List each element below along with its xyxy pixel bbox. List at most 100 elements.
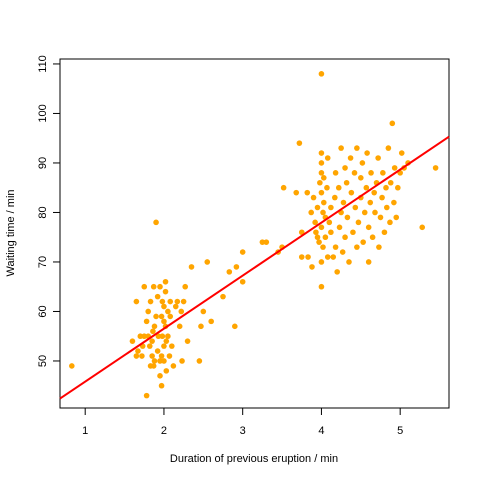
data-point <box>161 358 167 364</box>
data-point <box>158 313 165 320</box>
data-point <box>133 298 140 305</box>
data-point <box>387 179 394 186</box>
data-point <box>328 204 334 211</box>
data-point <box>180 298 187 305</box>
data-point <box>318 160 325 166</box>
x-tick-label: 1 <box>82 425 88 437</box>
data-point <box>239 278 246 285</box>
data-point <box>389 120 396 127</box>
data-point <box>158 382 165 389</box>
data-point <box>381 229 388 236</box>
data-point <box>391 199 397 206</box>
data-point <box>322 234 329 241</box>
data-point <box>359 160 366 166</box>
data-point <box>147 298 154 305</box>
data-point <box>393 214 400 221</box>
y-tick-label: 60 <box>37 305 49 317</box>
x-tick-label: 2 <box>161 425 167 437</box>
data-point <box>157 373 163 379</box>
data-point <box>318 224 325 231</box>
data-point <box>150 283 157 290</box>
data-point <box>314 234 321 241</box>
data-point <box>312 219 318 226</box>
data-point <box>385 145 392 151</box>
data-point <box>317 179 323 186</box>
data-point <box>232 323 238 330</box>
data-point <box>380 170 386 176</box>
data-point <box>383 204 390 211</box>
data-point <box>324 184 330 191</box>
data-point <box>340 199 347 206</box>
data-point <box>196 358 203 364</box>
data-point <box>330 254 337 260</box>
data-point <box>365 224 372 231</box>
data-point <box>259 239 266 245</box>
data-point <box>318 150 325 156</box>
data-point <box>342 165 348 171</box>
data-point <box>352 204 359 211</box>
data-point <box>338 145 344 151</box>
data-point <box>167 313 174 320</box>
data-point <box>332 244 339 250</box>
data-point <box>163 368 170 374</box>
data-point <box>347 155 354 161</box>
y-tick-label: 80 <box>37 206 49 218</box>
data-point <box>157 358 163 364</box>
data-point <box>372 209 378 216</box>
x-tick-label: 5 <box>397 425 403 437</box>
data-point <box>154 348 161 354</box>
data-point <box>200 308 207 315</box>
data-point <box>133 353 140 359</box>
data-point <box>332 170 339 176</box>
data-point <box>174 298 181 305</box>
data-point <box>360 239 366 245</box>
data-point <box>334 269 340 275</box>
data-point <box>143 392 150 399</box>
data-point <box>150 363 157 369</box>
data-point <box>129 338 136 344</box>
data-point <box>367 199 374 206</box>
data-point <box>365 259 372 265</box>
y-tick-label: 100 <box>37 104 49 122</box>
y-axis: 50 60 70 80 90 100 110 <box>37 55 61 367</box>
data-point <box>161 303 167 310</box>
data-point <box>363 184 370 191</box>
data-point <box>157 283 163 290</box>
data-point <box>169 343 175 349</box>
data-point <box>432 165 439 171</box>
data-point <box>163 338 170 344</box>
data-point <box>226 269 233 275</box>
data-point <box>135 348 141 354</box>
data-point <box>182 283 189 290</box>
data-point <box>165 333 171 340</box>
data-point <box>320 175 327 181</box>
data-point <box>354 244 360 250</box>
data-point <box>298 229 305 236</box>
data-point <box>336 224 343 231</box>
y-tick-label: 110 <box>37 55 49 73</box>
data-point <box>170 363 177 369</box>
data-point <box>320 209 326 216</box>
data-point <box>146 343 153 349</box>
data-point <box>178 308 185 315</box>
y-axis-title: Waiting time / min <box>5 189 17 276</box>
data-point <box>332 194 338 201</box>
data-point <box>69 363 75 369</box>
data-point <box>204 259 211 265</box>
data-point <box>395 184 401 191</box>
data-point <box>308 209 314 216</box>
data-point <box>346 259 352 265</box>
data-point <box>320 244 326 250</box>
plot-box <box>59 58 450 409</box>
data-point <box>161 343 167 349</box>
data-point <box>391 165 398 171</box>
data-point <box>155 333 162 340</box>
data-point <box>239 249 246 255</box>
data-point <box>139 353 145 359</box>
data-point <box>368 170 374 176</box>
data-point <box>348 189 355 196</box>
data-point <box>188 264 195 270</box>
data-point <box>158 353 165 359</box>
regression-line <box>59 135 450 400</box>
data-point <box>364 150 370 156</box>
